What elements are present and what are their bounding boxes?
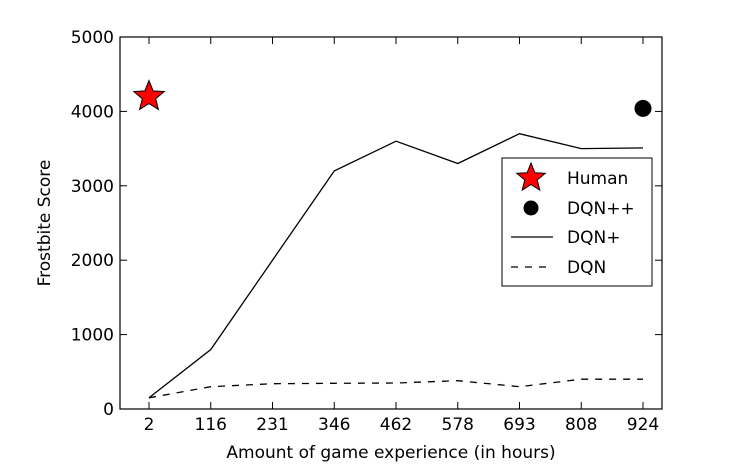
legend-circle-icon xyxy=(523,200,539,216)
legend-star-icon xyxy=(515,161,547,192)
x-tick-label: 693 xyxy=(503,415,535,435)
y-tick-label: 1000 xyxy=(71,326,114,346)
legend-label: Human xyxy=(567,169,628,189)
dqn-plus-plus-marker xyxy=(634,99,652,117)
y-axis-label: Frostbite Score xyxy=(35,160,55,287)
x-tick-label: 116 xyxy=(195,415,227,435)
legend: Human DQN++ DQN+ DQN xyxy=(501,157,653,287)
y-tick-label: 3000 xyxy=(71,177,114,197)
y-tick-label: 0 xyxy=(103,400,114,420)
x-tick-label: 808 xyxy=(565,415,597,435)
plot-frame xyxy=(119,36,663,410)
x-tick-label: 2 xyxy=(144,415,155,435)
series-line-dqn-plus xyxy=(148,133,644,399)
legend-label: DQN+ xyxy=(567,228,620,248)
x-tick-label: 924 xyxy=(627,415,659,435)
y-tick-label: 4000 xyxy=(71,102,114,122)
y-tick-label: 2000 xyxy=(71,251,114,271)
series-layer xyxy=(132,79,652,399)
x-tick-label: 231 xyxy=(256,415,288,435)
human-star-marker xyxy=(132,79,166,111)
axis-ticks: 2 116 231 346 462 578 693 808 924 0 1000 2000 3000 40… xyxy=(71,28,662,435)
data-point-dqn xyxy=(395,381,398,384)
x-tick-label: 462 xyxy=(380,415,412,435)
legend-label: DQN++ xyxy=(567,199,635,219)
data-point-dqn xyxy=(271,382,274,385)
x-axis-label: Amount of game experience (in hours) xyxy=(226,443,555,463)
legend-label: DQN xyxy=(567,258,606,278)
x-tick-label: 346 xyxy=(318,415,350,435)
y-tick-label: 5000 xyxy=(71,28,114,48)
series-line-dqn xyxy=(148,378,643,399)
x-tick-label: 578 xyxy=(442,415,474,435)
